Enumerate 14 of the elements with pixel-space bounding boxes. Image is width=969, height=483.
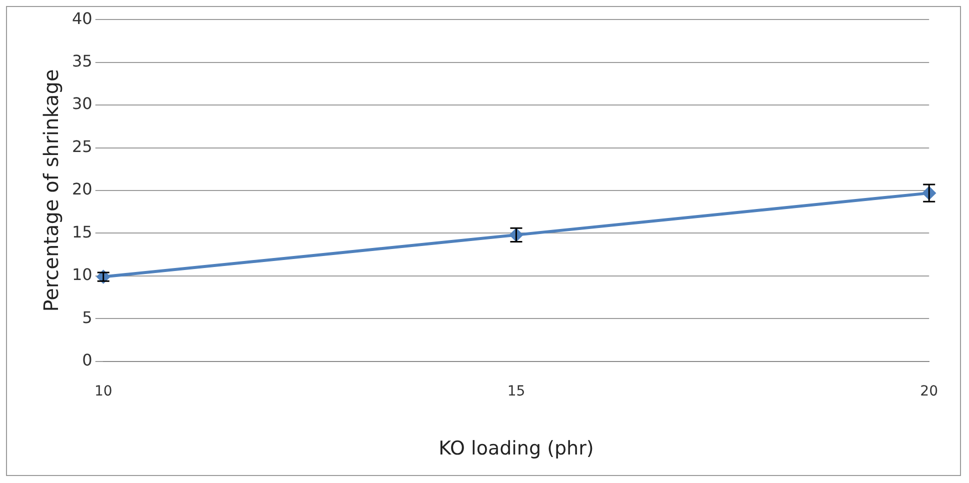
y-axis-title: Percentage of shrinkage	[39, 69, 64, 312]
x-tick-label: 10	[94, 383, 112, 400]
y-tick-label: 40	[72, 8, 92, 28]
y-tick-label: 30	[72, 94, 92, 114]
x-axis-title: KO loading (phr)	[438, 438, 594, 460]
y-tick-label: 15	[72, 222, 92, 242]
x-tick-label: 15	[507, 383, 526, 400]
y-tick-label: 25	[72, 136, 92, 156]
y-tick-label: 20	[72, 180, 92, 199]
y-tick-label: 35	[72, 51, 92, 70]
y-tick-label: 10	[72, 265, 92, 284]
y-tick-label: 5	[82, 308, 92, 327]
y-tick-label: 0	[82, 350, 92, 370]
x-tick-label: 20	[920, 383, 938, 400]
